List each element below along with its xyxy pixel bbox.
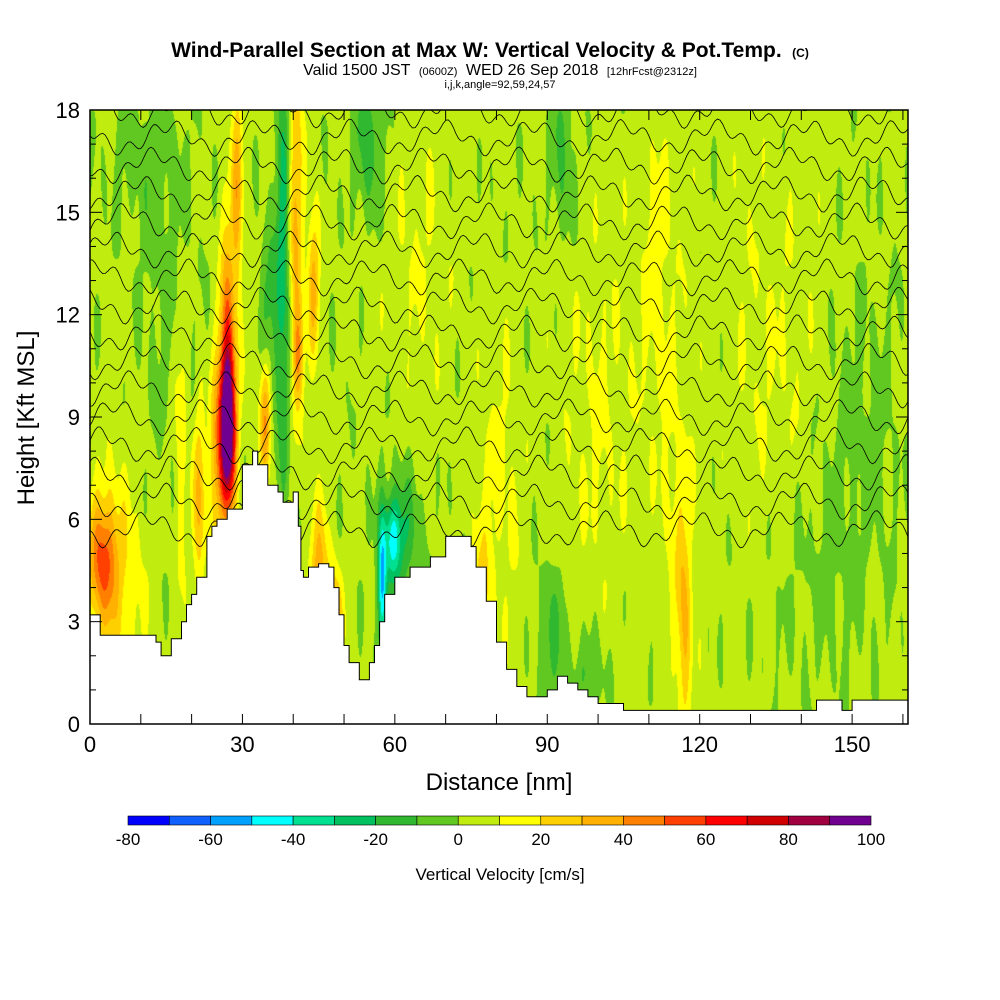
colorbar-tick-label: 100 bbox=[857, 830, 885, 849]
theta-contour-line bbox=[90, 202, 908, 241]
theta-contour-line bbox=[90, 370, 908, 409]
x-tick-label: 90 bbox=[535, 732, 559, 757]
colorbar-swatch bbox=[623, 815, 665, 826]
colorbar-swatch bbox=[292, 815, 335, 826]
potential-temperature-contours bbox=[90, 0, 908, 549]
x-tick-label: 30 bbox=[230, 732, 254, 757]
y-tick-label: 6 bbox=[68, 507, 80, 532]
x-tick-label: 120 bbox=[681, 732, 718, 757]
colorbar-tick-label: 0 bbox=[453, 830, 462, 849]
colorbar-swatch bbox=[788, 815, 831, 826]
theta-contour-line bbox=[90, 398, 908, 437]
theta-contour-line bbox=[90, 258, 908, 297]
theta-contour-line bbox=[113, 110, 889, 129]
colorbar-swatch bbox=[251, 815, 294, 826]
subtitle-utc: (0600Z) bbox=[419, 66, 458, 78]
x-tick-label: 0 bbox=[84, 732, 96, 757]
theta-contour-line bbox=[90, 426, 908, 465]
y-axis-tick-labels: 0 3 6 9 12 15 18 bbox=[56, 98, 80, 737]
x-axis-label: Distance [nm] bbox=[426, 769, 573, 796]
theta-contour-line bbox=[90, 146, 908, 185]
colorbar-swatch bbox=[334, 815, 376, 826]
y-tick-label: 3 bbox=[68, 610, 80, 635]
colorbar-swatch bbox=[705, 815, 748, 826]
colorbar-swatch bbox=[829, 815, 872, 826]
y-tick-label: 18 bbox=[56, 98, 80, 123]
theta-contour-line bbox=[90, 479, 908, 521]
subtitle-date: WED 26 Sep 2018 bbox=[466, 62, 599, 79]
chart-title: Wind-Parallel Section at Max W: Vertical… bbox=[171, 39, 809, 62]
subtitle-forecast: [12hrFcst@2312z] bbox=[607, 66, 697, 78]
theta-contour-line bbox=[90, 342, 908, 381]
colorbar-swatch bbox=[127, 815, 170, 826]
colorbar-swatch bbox=[664, 815, 707, 826]
axis-ticks bbox=[89, 109, 908, 725]
theta-contour-line bbox=[90, 314, 908, 353]
colorbar-swatch bbox=[581, 815, 624, 826]
terrain-mask bbox=[90, 450, 908, 724]
x-tick-label: 60 bbox=[383, 732, 407, 757]
chart-title-mark: (C) bbox=[792, 46, 809, 60]
chart-title-main: Wind-Parallel Section at Max W: Vertical… bbox=[171, 39, 782, 62]
colorbar-swatch bbox=[416, 815, 459, 826]
colorbar-swatch bbox=[375, 815, 418, 826]
theta-contour-line bbox=[90, 118, 908, 157]
theta-contour-line bbox=[90, 452, 908, 493]
theta-contour-line bbox=[90, 174, 908, 213]
plot-area bbox=[90, 0, 908, 724]
colorbar-tick-label: 40 bbox=[614, 830, 633, 849]
colorbar-tick-label: -60 bbox=[198, 830, 223, 849]
colorbar-swatch bbox=[746, 815, 789, 826]
colorbar-swatch bbox=[540, 815, 583, 826]
y-tick-label: 9 bbox=[68, 405, 80, 430]
colorbar bbox=[127, 815, 872, 826]
colorbar-tick-label: -40 bbox=[281, 830, 306, 849]
colorbar-swatch bbox=[457, 815, 500, 826]
colorbar-swatch bbox=[168, 815, 211, 826]
colorbar-tick-labels: -80 -60 -40 -20 0 20 40 60 80 100 bbox=[116, 830, 885, 849]
theta-contour-line bbox=[90, 0, 908, 17]
colorbar-label: Vertical Velocity [cm/s] bbox=[415, 865, 584, 884]
colorbar-tick-label: 20 bbox=[531, 830, 550, 849]
colorbar-tick-label: -20 bbox=[363, 830, 388, 849]
colorbar-tick-label: -80 bbox=[116, 830, 141, 849]
x-tick-label: 150 bbox=[834, 732, 871, 757]
theta-contour-line bbox=[90, 286, 908, 325]
colorbar-tick-label: 60 bbox=[696, 830, 715, 849]
y-tick-label: 12 bbox=[56, 303, 80, 328]
x-axis-tick-labels: 0 30 60 90 120 150 bbox=[84, 732, 871, 757]
y-axis-label: Height [Kft MSL] bbox=[13, 331, 40, 506]
chart-subtitle-indices: i,j,k,angle=92,59,24,57 bbox=[444, 79, 555, 91]
y-tick-label: 15 bbox=[56, 200, 80, 225]
colorbar-swatch bbox=[499, 815, 542, 826]
chart-subtitle: Valid 1500 JST (0600Z) WED 26 Sep 2018 [… bbox=[303, 62, 697, 79]
colorbar-swatch bbox=[210, 815, 253, 826]
subtitle-valid: Valid 1500 JST bbox=[303, 62, 411, 79]
y-tick-label: 0 bbox=[68, 712, 80, 737]
colorbar-tick-label: 80 bbox=[779, 830, 798, 849]
theta-contour-line bbox=[90, 230, 908, 269]
